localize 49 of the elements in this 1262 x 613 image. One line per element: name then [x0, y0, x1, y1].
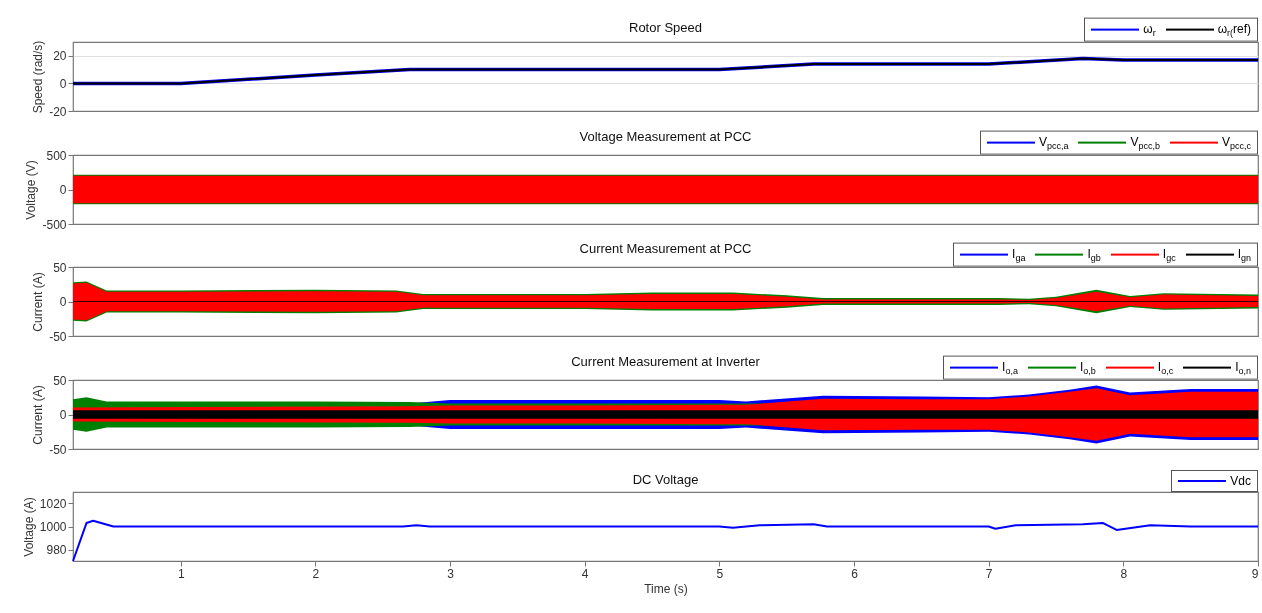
- y-tick-label: -50: [49, 329, 67, 344]
- legend-label: I$_{gn}$: [1237, 246, 1251, 263]
- x-tick-label: 2: [312, 566, 320, 581]
- legend-label: V$_{pcc,b}$: [1130, 134, 1160, 151]
- x-tick-label: 4: [581, 566, 589, 581]
- legend-label: I$_{gb}$: [1087, 246, 1101, 263]
- legend-label: V$_{pcc,c}$: [1221, 134, 1251, 151]
- x-tick-label: 7: [985, 566, 993, 581]
- y-axis-title: Voltage (A): [21, 497, 36, 557]
- y-tick-label: 0: [59, 295, 67, 309]
- legend-label: V$_{pcc,a}$: [1038, 134, 1069, 151]
- chart-title: DC Voltage: [632, 472, 699, 487]
- x-tick-label: 1: [177, 566, 185, 581]
- y-tick-label: 980: [46, 543, 67, 557]
- y-tick-label: 1020: [39, 497, 67, 511]
- legend-label: I$_{gc}$: [1162, 246, 1176, 263]
- y-tick-label: 0: [59, 182, 67, 197]
- legend-label: I$_{o,c}$: [1157, 359, 1174, 376]
- y-tick-label: 0: [59, 76, 67, 91]
- y-axis-title: Current (A): [31, 272, 46, 332]
- legend-label: ω$_{r(}$ref): [1217, 21, 1251, 38]
- chart-title: Voltage Measurement at PCC: [579, 128, 752, 144]
- y-tick-label: 500: [46, 148, 67, 162]
- y-tick-label: 50: [53, 260, 67, 275]
- chart-title: Rotor Speed: [629, 20, 702, 36]
- x-tick-label: 9: [1251, 566, 1259, 581]
- y-axis-title: Speed (rad/s): [31, 40, 46, 114]
- legend-label: I$_{o,n}$: [1235, 359, 1251, 376]
- x-tick-label: 8: [1120, 566, 1128, 581]
- legend-label: Vdc: [1230, 474, 1251, 488]
- y-tick-label: 50: [53, 373, 67, 387]
- y-axis-title: Current (A): [31, 384, 46, 445]
- y-axis-title: Voltage (V): [24, 159, 39, 220]
- y-tick-label: -500: [42, 217, 67, 231]
- y-tick-label: 1000: [39, 520, 67, 534]
- x-tick-label: 3: [447, 566, 455, 581]
- y-tick-label: -50: [49, 442, 67, 456]
- legend-label: I$_{o,b}$: [1079, 359, 1096, 376]
- x-tick-label: 6: [851, 566, 859, 581]
- y-tick-label: 0: [59, 407, 67, 422]
- x-tick-label: 5: [716, 566, 724, 581]
- chart-title: Current Measurement at PCC: [579, 241, 752, 256]
- legend-label: I$_{ga}$: [1012, 246, 1026, 263]
- y-tick-label: -20: [49, 104, 67, 119]
- chart-title: Current Measurement at Inverter: [571, 353, 761, 369]
- legend-label: ω$_{r}$: [1143, 21, 1156, 38]
- y-tick-label: 20: [53, 49, 67, 64]
- x-axis-title: Time (s): [644, 581, 688, 596]
- legend-label: I$_{o,a}$: [1002, 359, 1018, 376]
